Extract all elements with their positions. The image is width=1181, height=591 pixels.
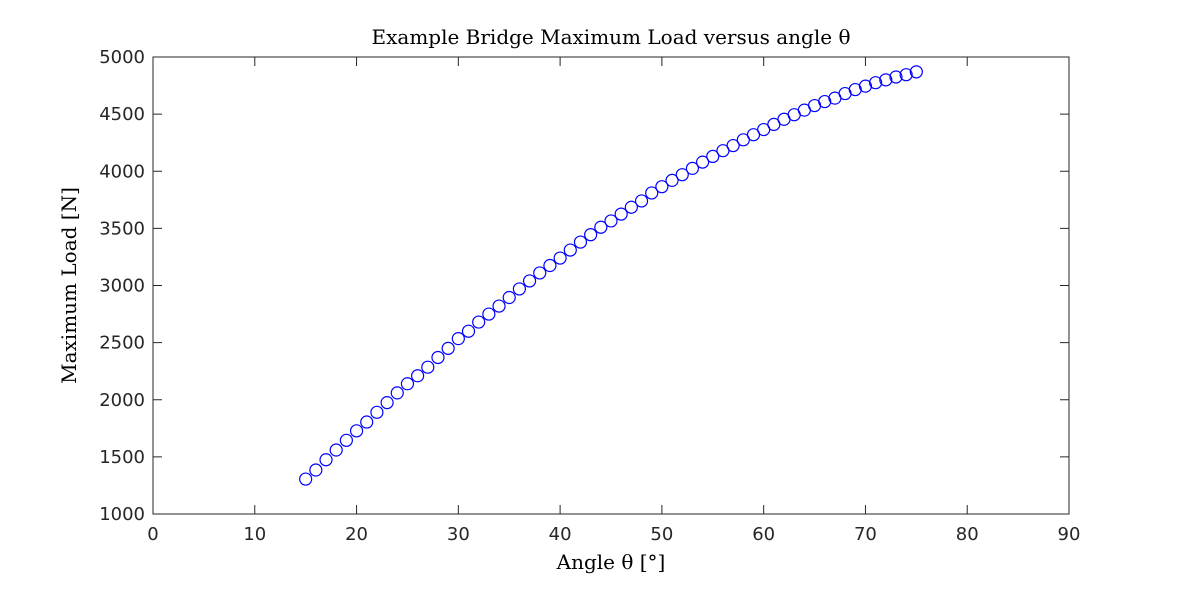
data-point [675,168,689,182]
data-point [767,117,781,132]
data-point [879,73,893,87]
data-point [329,443,343,457]
data-point [665,173,679,187]
x-tick-label: 90 [1058,524,1081,545]
data-point [869,76,883,90]
data-point [380,396,394,410]
data-point [563,243,577,257]
data-point [746,128,761,142]
data-point [482,307,496,321]
data-point [889,70,903,84]
data-point [502,290,516,305]
data-point [421,360,435,374]
data-point [360,415,374,429]
data-point [543,258,557,273]
y-tick-label: 4500 [99,104,145,125]
x-tick-label: 30 [447,524,470,545]
y-tick-label: 1500 [99,447,145,468]
y-tick-label: 3500 [99,218,145,239]
data-point [706,149,720,163]
data-point [645,186,659,200]
y-tick-label: 5000 [99,47,145,68]
data-point [309,463,323,477]
data-point [726,138,740,153]
data-point [736,133,750,147]
data-point [319,453,333,467]
data-point [339,433,353,447]
data-point [634,194,649,208]
data-point [492,299,506,313]
x-tick-label: 70 [854,524,877,545]
chart-title: Example Bridge Maximum Load versus angle… [372,25,851,49]
x-tick-label: 50 [650,524,673,545]
y-axis-label: Maximum Load [N] [57,187,81,384]
y-tick-label: 2500 [99,333,145,354]
data-point [604,214,618,228]
data-point [441,341,455,355]
plot-area [152,56,1070,515]
data-point [614,207,628,221]
data-point [584,228,598,242]
data-series [299,65,923,486]
x-tick-label: 40 [549,524,572,545]
y-tick-label: 3000 [99,276,145,297]
data-point [451,332,465,346]
data-point [512,282,527,296]
x-axis-label: Angle θ [°] [556,550,666,574]
data-point [522,274,537,288]
data-point [400,377,415,391]
data-point [390,386,404,400]
data-point [472,315,486,329]
x-axis: 0 10 20 30 40 50 60 70 80 90 [147,57,1080,545]
data-point [685,161,700,175]
data-point [716,144,730,158]
data-point [349,424,364,438]
x-tick-label: 20 [345,524,368,545]
data-point [431,350,445,365]
data-point [624,200,638,214]
data-point [655,180,669,194]
y-tick-label: 2000 [99,390,145,411]
x-tick-label: 80 [956,524,979,545]
data-point [573,235,588,249]
x-tick-label: 10 [243,524,266,545]
data-point [533,266,547,280]
x-tick-label: 60 [752,524,775,545]
y-tick-label: 4000 [99,161,145,182]
data-point [757,122,771,137]
y-tick-label: 1000 [99,504,145,525]
data-point [370,405,384,419]
data-point [899,68,913,82]
x-tick-label: 0 [147,524,158,545]
data-point [299,472,313,486]
data-point [909,65,923,79]
data-point [411,369,425,383]
y-axis: 1000 1500 2000 2500 3000 3500 4000 4500 5000 [99,47,1069,525]
data-point [695,155,710,169]
data-point [553,251,567,265]
data-point [594,220,608,234]
data-point [461,324,476,338]
